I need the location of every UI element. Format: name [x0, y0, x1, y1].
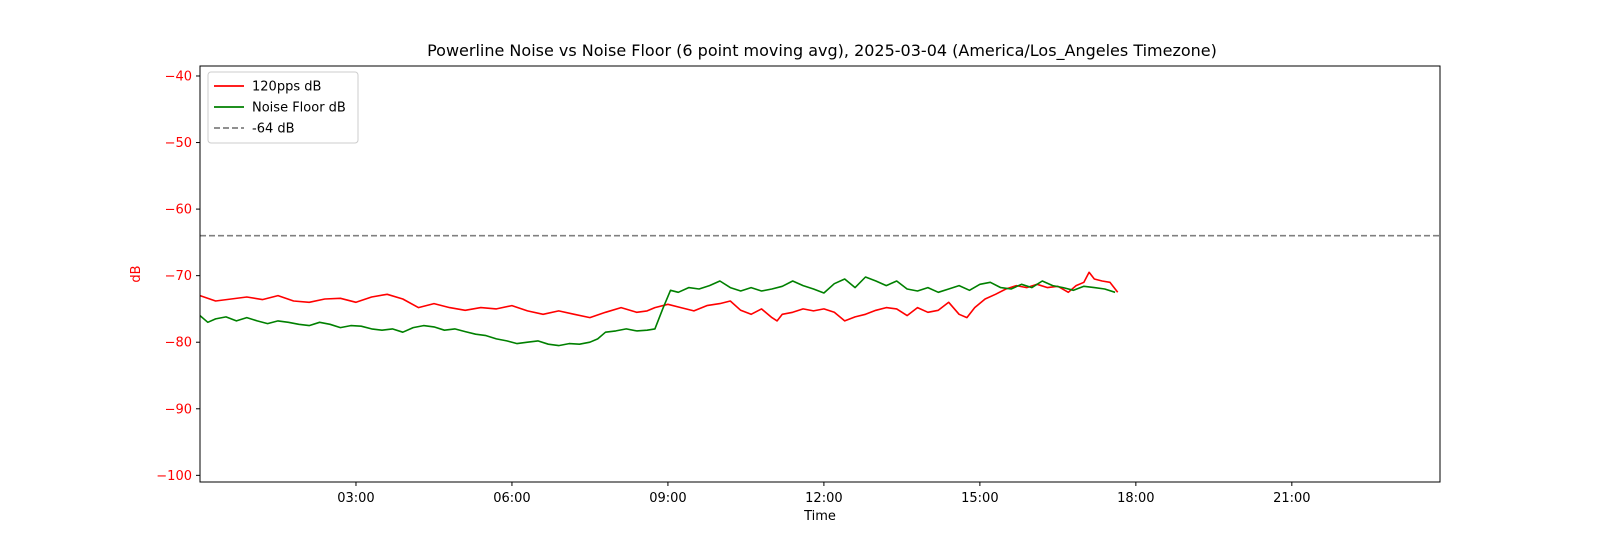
x-tick-label: 03:00 [337, 491, 374, 506]
axes-frame [199, 65, 1441, 483]
legend-label: -64 dB [252, 122, 295, 137]
y-tick-label: −70 [165, 269, 192, 284]
x-tick-label: 06:00 [493, 491, 530, 506]
plot-content [199, 234, 1440, 347]
y-tick-label: −60 [165, 203, 192, 218]
legend-label: Noise Floor dB [252, 101, 346, 116]
y-axis: −100 −90 −80 −70 −60 −50 −40 [156, 69, 200, 484]
x-tick-label: 09:00 [649, 491, 686, 506]
x-tick-label: 12:00 [805, 491, 842, 506]
y-tick-label: −50 [165, 136, 192, 151]
y-tick-label: −80 [165, 336, 192, 351]
y-tick-label: −90 [165, 402, 192, 417]
x-axis-label: Time [803, 509, 836, 524]
legend-box [207, 71, 359, 144]
x-axis: 03:00 06:00 09:00 12:00 15:00 18:00 21:00 [337, 482, 1311, 506]
y-tick-label: −40 [165, 69, 192, 84]
legend: 120pps dB Noise Floor dB -64 dB [207, 71, 359, 144]
x-tick-label: 18:00 [1117, 491, 1154, 506]
legend-label: 120pps dB [252, 80, 321, 95]
series-line-2 [199, 276, 1116, 347]
y-tick-label: −100 [156, 469, 192, 484]
x-tick-label: 21:00 [1273, 491, 1310, 506]
chart-title: Powerline Noise vs Noise Floor (6 point … [427, 41, 1217, 61]
x-tick-label: 15:00 [961, 491, 998, 506]
y-axis-label: dB [129, 265, 144, 282]
